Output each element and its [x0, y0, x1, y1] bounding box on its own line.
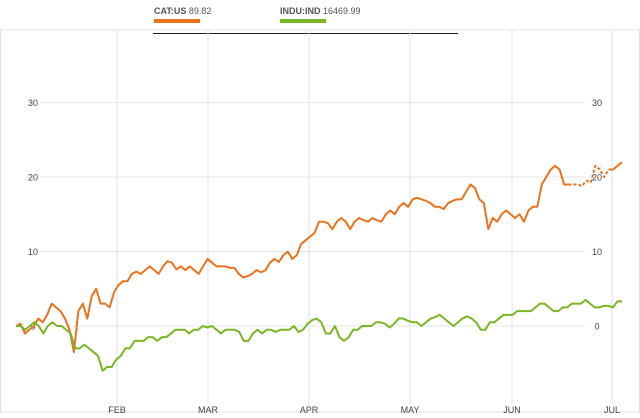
series-line-catus: [608, 161, 623, 171]
x-tick-label: APR: [300, 405, 319, 415]
legend-price: 89.82: [188, 6, 212, 16]
legend: CAT:US 89.82 INDU:IND 16469.99: [0, 6, 640, 34]
legend-item-indu[interactable]: INDU:IND 16469.99: [280, 6, 361, 23]
legend-symbol: CAT:US: [154, 6, 187, 16]
y-tick-label-left: 20: [28, 173, 38, 183]
y-tick-label-right: 30: [592, 98, 602, 108]
y-tick-label-right: 0: [594, 322, 599, 332]
series-line-catus: [15, 164, 569, 354]
series-line-dashed: [568, 164, 610, 187]
x-tick-label: FEB: [108, 405, 126, 415]
y-tick-label-right: 20: [592, 173, 602, 183]
legend-swatch: [154, 19, 200, 23]
x-tick-label: JUN: [503, 405, 521, 415]
legend-swatch: [280, 19, 326, 23]
y-tick-label-left: 30: [28, 98, 38, 108]
x-tick-label: MAR: [198, 405, 219, 415]
series-line-induind: [16, 298, 622, 372]
y-tick-label-left: 10: [28, 247, 38, 257]
x-tick-label: JUL: [604, 405, 620, 415]
x-tick-label: MAY: [401, 405, 420, 415]
legend-divider: [153, 33, 458, 34]
legend-symbol: INDU:IND: [280, 6, 321, 16]
legend-item-cat[interactable]: CAT:US 89.82: [154, 6, 212, 23]
y-tick-label-right: 10: [592, 247, 602, 257]
legend-price: 16469.99: [323, 6, 361, 16]
